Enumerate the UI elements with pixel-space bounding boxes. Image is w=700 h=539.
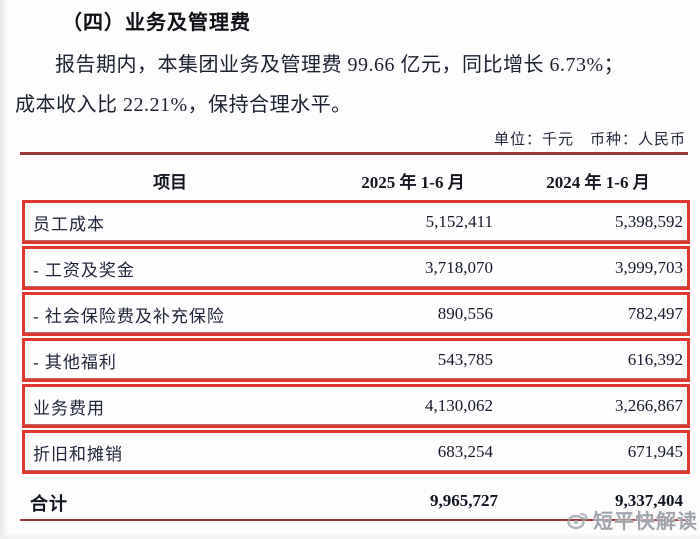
column-header-2024: 2024 年 1-6 月 [546, 173, 650, 192]
table-body: 员工成本 5,152,411 5,398,592 - 工资及奖金 3,718,0… [22, 200, 690, 476]
paragraph-line-2: 成本收入比 22.21%，保持合理水平。 [15, 94, 352, 116]
watermark-text: 短平快解读 [593, 510, 698, 533]
total-row-label: 合计 [30, 494, 68, 514]
row-label: - 其他福利 [33, 352, 117, 372]
row-label: 员工成本 [33, 214, 105, 234]
table-row: - 社会保险费及补充保险 890,556 782,497 [22, 292, 690, 336]
table-row: - 工资及奖金 3,718,070 3,999,703 [22, 246, 690, 290]
row-value-2025: 543,785 [437, 350, 493, 369]
row-value-2024: 3,266,867 [615, 396, 683, 415]
table-row: 折旧和摊销 683,254 671,945 [22, 430, 690, 474]
section-title: （四）业务及管理费 [62, 12, 251, 34]
paragraph-line-1: 报告期内，本集团业务及管理费 99.66 亿元，同比增长 6.73%； [55, 54, 625, 76]
total-value-2024: 9,337,404 [615, 491, 683, 510]
row-value-2024: 671,945 [627, 442, 683, 461]
table-bottom-rule [20, 519, 688, 521]
unit-currency-note: 单位：千元 币种：人民币 [493, 132, 686, 148]
row-value-2024: 616,392 [627, 350, 683, 369]
table-top-rule [20, 152, 688, 155]
weibo-eye-icon [566, 507, 590, 531]
row-value-2025: 5,152,411 [425, 212, 493, 231]
row-value-2025: 3,718,070 [425, 258, 493, 277]
row-label: - 社会保险费及补充保险 [33, 306, 225, 326]
table-row: 员工成本 5,152,411 5,398,592 [22, 200, 690, 244]
column-header-2025: 2025 年 1-6 月 [361, 173, 465, 192]
column-header-item: 项目 [153, 173, 187, 192]
row-label: 业务费用 [33, 398, 105, 418]
row-value-2025: 683,254 [437, 442, 493, 461]
watermark: 短平快解读 [566, 503, 698, 535]
row-label: 折旧和摊销 [33, 444, 123, 464]
row-value-2025: 4,130,062 [425, 396, 493, 415]
scan-edge-bottom [0, 533, 700, 539]
row-value-2024: 5,398,592 [615, 212, 683, 231]
row-value-2024: 3,999,703 [615, 258, 683, 277]
table-row: - 其他福利 543,785 616,392 [22, 338, 690, 382]
table-row: 业务费用 4,130,062 3,266,867 [22, 384, 690, 428]
scan-edge-left [0, 0, 8, 539]
total-value-2025: 9,965,727 [430, 491, 498, 510]
row-value-2024: 782,497 [627, 304, 683, 323]
row-label: - 工资及奖金 [33, 260, 135, 280]
row-value-2025: 890,556 [437, 304, 493, 323]
